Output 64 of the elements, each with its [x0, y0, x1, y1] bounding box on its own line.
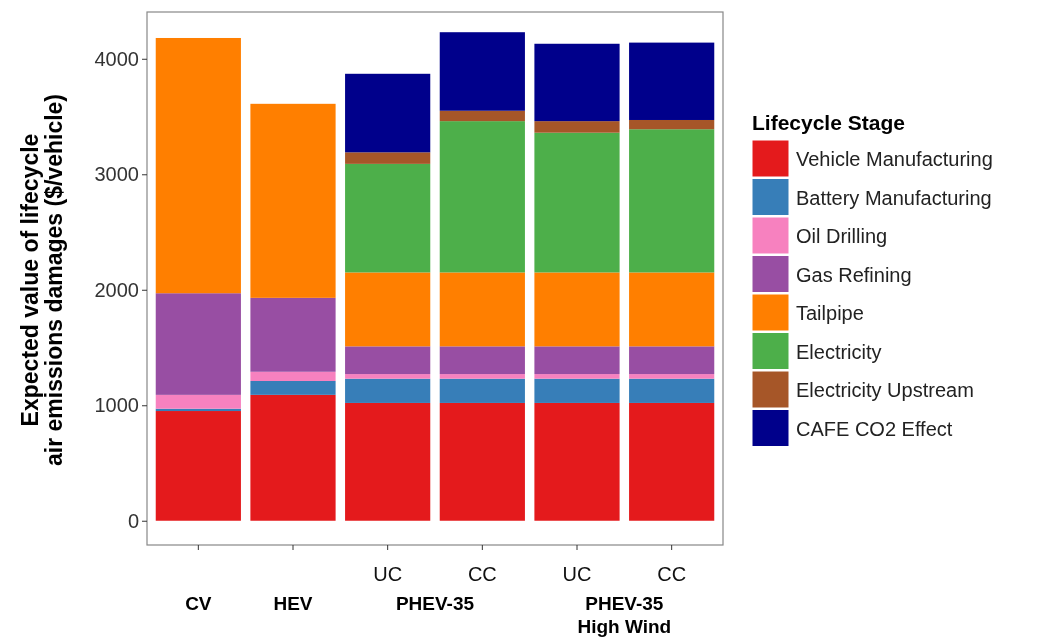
bar: [439, 374, 525, 379]
y-axis-title: Expected value of lifecycle air emissions damages ($/vehicle): [17, 93, 68, 467]
bar: [439, 121, 525, 273]
x-tick-label: CC: [467, 563, 497, 585]
bar: [155, 37, 241, 294]
bar: [345, 402, 431, 521]
bar: [439, 110, 525, 122]
bar: [250, 103, 336, 298]
bar: [345, 73, 431, 153]
bar: [155, 411, 241, 521]
bar: [155, 394, 241, 409]
bar: [534, 43, 620, 122]
bar: [345, 163, 431, 273]
y-tick-label: 3000: [94, 163, 139, 186]
y-tick-label: 1000: [94, 394, 139, 417]
bar: [439, 402, 525, 521]
legend-title: Lifecycle Stage: [752, 111, 905, 134]
y-tick-label: 0: [127, 509, 139, 532]
bar: [345, 346, 431, 375]
text: CV: [185, 593, 212, 614]
bar: [345, 272, 431, 347]
bar: [439, 346, 525, 375]
bar: [534, 272, 620, 347]
legend-label: CAFE CO2 Effect: [796, 417, 953, 440]
bar: [629, 272, 715, 347]
bar: [534, 132, 620, 273]
bar: [250, 394, 336, 521]
bar: [345, 378, 431, 403]
bar: [439, 272, 525, 347]
bar: [629, 402, 715, 521]
text: PHEV-35 High Wind: [577, 593, 672, 637]
bar: [534, 378, 620, 403]
bar: [345, 374, 431, 379]
bar: [534, 121, 620, 133]
legend-label: Vehicle Manufacturing: [796, 148, 993, 170]
text: HEV: [273, 593, 313, 614]
x-tick-label: UC: [373, 563, 403, 585]
bar: [345, 152, 431, 164]
bar: [250, 371, 336, 381]
bar: [534, 374, 620, 379]
text: PHEV-35: [395, 593, 475, 614]
legend-label: Gas Refining: [796, 263, 912, 286]
bar: [629, 42, 715, 120]
y-tick-label: 4000: [94, 47, 139, 70]
y-tick-label: 2000: [94, 278, 139, 301]
bar: [250, 297, 336, 372]
bar: [629, 374, 715, 379]
bar: [629, 346, 715, 375]
bar: [629, 129, 715, 273]
bar: [629, 119, 715, 130]
legend-label: Oil Drilling: [796, 225, 888, 247]
bar: [439, 32, 525, 111]
legend-label: Tailpipe: [796, 302, 864, 324]
bar: [250, 381, 336, 395]
bar: [439, 378, 525, 403]
bar: [534, 346, 620, 375]
legend-label: Electricity: [796, 340, 882, 363]
legend-label: Electricity Upstream: [796, 379, 974, 401]
legend-label: Battery Manufacturing: [796, 186, 992, 209]
bar: [534, 402, 620, 521]
bar: [629, 378, 715, 403]
bar: [155, 293, 241, 395]
x-tick-label: CC: [657, 563, 687, 585]
x-tick-label: UC: [562, 563, 592, 585]
